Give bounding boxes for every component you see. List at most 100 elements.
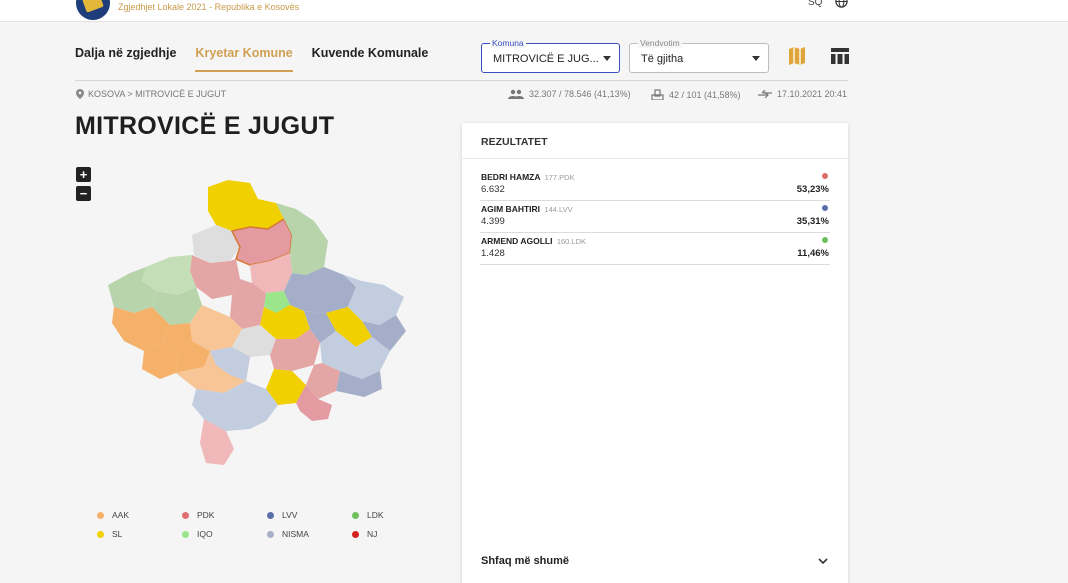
legend-dot xyxy=(352,511,359,519)
candidate-votes: 1.428 xyxy=(481,248,505,259)
site-title: Zgjedhjet Lokale 2021 - Republika e Koso… xyxy=(118,2,300,12)
region-ranilug[interactable] xyxy=(336,371,382,397)
legend-item: NISMA xyxy=(267,529,352,539)
chevron-down-icon[interactable] xyxy=(818,557,828,565)
kosovo-map[interactable] xyxy=(100,175,430,475)
logo[interactable] xyxy=(76,0,110,20)
party-color-dot xyxy=(822,173,828,179)
region-gjilan[interactable] xyxy=(320,331,390,379)
candidate-name-line: AGIM BAHTIRI 144.LVV xyxy=(481,204,573,214)
region-novo-brdo[interactable] xyxy=(344,275,404,325)
globe-icon[interactable] xyxy=(835,0,848,8)
tab-mayor[interactable]: Kryetar Komune xyxy=(195,46,293,72)
legend-item: NJ xyxy=(352,529,437,539)
caret-down-icon xyxy=(752,56,760,61)
region-gjilan-north[interactable] xyxy=(326,307,372,347)
komuna-value: MITROVICË E JUG... xyxy=(493,53,599,65)
candidate-votes: 6.632 xyxy=(481,184,505,195)
region-rahovec[interactable] xyxy=(162,323,210,373)
candidate-name: AGIM BAHTIRI xyxy=(481,204,541,214)
candidate-percent: 53,23% xyxy=(796,184,829,195)
tab-turnout[interactable]: Dalja në zgjedhje xyxy=(75,46,177,60)
region-obiliq[interactable] xyxy=(264,291,290,313)
legend-item: LDK xyxy=(352,510,437,520)
tabs-divider xyxy=(75,80,848,81)
turnout-stat: 32.307 / 78.546 (41,13%) xyxy=(508,89,631,99)
candidate-party: 144.LVV xyxy=(544,205,573,214)
region-zubin-potok[interactable] xyxy=(192,225,240,263)
candidate-percent: 35,31% xyxy=(796,216,829,227)
turnout-value: 32.307 / 78.546 (41,13%) xyxy=(529,89,631,99)
legend-dot xyxy=(182,530,189,538)
sync-icon xyxy=(758,90,772,98)
candidate-row[interactable]: ARMEND AGOLLI 160.LDK 1.428 11,46% xyxy=(480,233,830,265)
region-hani-elezit[interactable] xyxy=(296,385,332,421)
legend-item: PDK xyxy=(182,510,267,520)
region-kacanik[interactable] xyxy=(266,369,306,405)
region-mitrovica[interactable] xyxy=(250,253,292,293)
legend-dot xyxy=(97,530,104,538)
legend-item: AAK xyxy=(97,510,182,520)
candidate-name: ARMEND AGOLLI xyxy=(481,236,553,246)
region-malisheva[interactable] xyxy=(190,305,242,351)
candidate-name: BEDRI HAMZA xyxy=(481,172,541,182)
table-view-icon[interactable] xyxy=(829,45,851,67)
page-title: MITROVICË E JUGUT xyxy=(75,112,335,140)
breadcrumb: KOSOVA > MITROVICË E JUGUT xyxy=(76,89,226,99)
candidate-votes: 4.399 xyxy=(481,216,505,227)
region-kamenica[interactable] xyxy=(362,315,406,351)
caret-down-icon xyxy=(603,56,611,61)
language-selector[interactable]: SQ xyxy=(808,0,823,8)
region-skenderaj[interactable] xyxy=(190,255,240,299)
region-ferizaj[interactable] xyxy=(270,329,320,371)
komuna-select[interactable]: Komuna MITROVICË E JUG... xyxy=(481,38,620,73)
location-pin-icon xyxy=(76,89,84,99)
region-drenas[interactable] xyxy=(230,279,266,329)
legend-item: IQO xyxy=(182,529,267,539)
region-viti[interactable] xyxy=(306,363,340,399)
legend-label: NISMA xyxy=(282,529,309,539)
region-leposavic[interactable] xyxy=(208,180,284,231)
legend-dot xyxy=(182,511,189,519)
region-klina[interactable] xyxy=(152,287,202,325)
zoom-in-button[interactable]: + xyxy=(76,167,91,182)
region-decan[interactable] xyxy=(142,343,178,379)
region-gjakova[interactable] xyxy=(112,307,170,351)
legend-label: LVV xyxy=(282,510,298,520)
last-updated-stat: 17.10.2021 20:41 xyxy=(758,89,847,99)
region-prishtina[interactable] xyxy=(284,267,356,313)
polling-centers-value: 42 / 101 (41,58%) xyxy=(669,89,741,100)
map-view-icon[interactable] xyxy=(786,45,808,67)
candidate-party: 160.LDK xyxy=(556,237,587,246)
legend-dot xyxy=(267,511,274,519)
legend-dot xyxy=(97,511,104,519)
region-dragash[interactable] xyxy=(192,381,278,431)
tab-municipal-assembly[interactable]: Kuvende Komunale xyxy=(311,46,429,60)
people-icon xyxy=(508,89,524,99)
legend-item: SL xyxy=(97,529,182,539)
candidate-row[interactable]: AGIM BAHTIRI 144.LVV 4.399 35,31% xyxy=(480,201,830,233)
region-podujeva[interactable] xyxy=(276,203,328,275)
region-gracanica[interactable] xyxy=(304,311,336,343)
vendvotim-label: Vendvotim xyxy=(638,38,682,48)
ballot-box-icon xyxy=(651,89,664,100)
candidate-percent: 11,46% xyxy=(797,248,829,259)
vendvotim-select[interactable]: Vendvotim Të gjitha xyxy=(629,38,769,73)
legend-item: LVV xyxy=(267,510,352,520)
legend-label: NJ xyxy=(367,529,378,539)
candidate-name-line: ARMEND AGOLLI 160.LDK xyxy=(481,236,586,246)
logo-mark xyxy=(82,0,104,13)
region-suhareka[interactable] xyxy=(210,347,250,381)
region-peja[interactable] xyxy=(108,267,156,313)
region-sharr[interactable] xyxy=(200,419,234,465)
polling-centers-stat: 42 / 101 (41,58%) xyxy=(651,89,741,100)
party-color-dot xyxy=(822,205,828,211)
region-shtime[interactable] xyxy=(232,325,276,357)
legend-dot xyxy=(267,530,274,538)
candidate-row[interactable]: BEDRI HAMZA 177.PDK 6.632 53,23% xyxy=(480,169,830,201)
region-lipjan[interactable] xyxy=(260,305,310,339)
region-istog[interactable] xyxy=(142,255,196,295)
legend-label: AAK xyxy=(112,510,130,520)
show-more-button[interactable]: Shfaq më shumë xyxy=(481,555,570,567)
zoom-out-button[interactable]: − xyxy=(76,186,91,201)
